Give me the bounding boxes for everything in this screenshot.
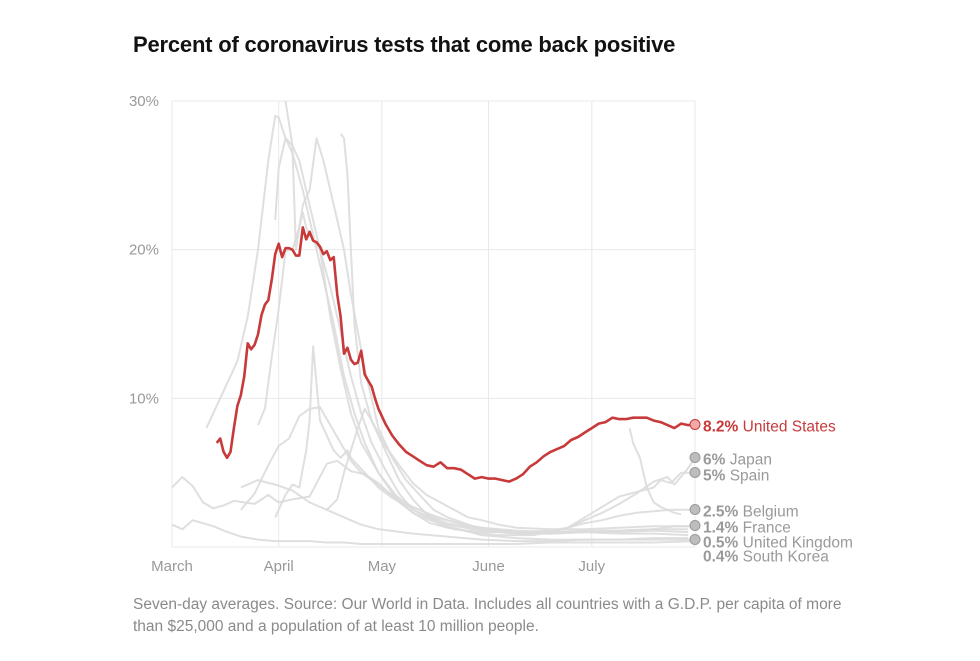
other-country-lines — [171, 100, 696, 545]
end-dot-spain — [689, 467, 701, 478]
x-tick-label: May — [368, 558, 397, 575]
series-line-other-3 — [274, 345, 689, 537]
end-label-value: 5% — [703, 468, 726, 485]
end-label-value: 2.5% — [703, 504, 739, 521]
x-tick-label: April — [264, 558, 294, 575]
end-label-france: 1.4% France — [703, 520, 791, 537]
end-label-japan: 6% Japan — [703, 452, 772, 469]
end-label-spain: 5% Spain — [703, 468, 769, 485]
end-label-country: France — [738, 520, 791, 537]
end-dot-belgium — [689, 504, 701, 515]
end-label-country: South Korea — [738, 549, 829, 566]
series-line-united-kingdom — [274, 137, 695, 541]
series-line-other-4 — [326, 407, 689, 534]
end-label-country: Spain — [725, 468, 769, 485]
end-label-country: United Kingdom — [738, 535, 853, 552]
series-line-japan — [171, 457, 696, 537]
end-label-value: 6% — [703, 452, 726, 469]
chart-title: Percent of coronavirus tests that come b… — [133, 32, 676, 57]
end-label-united-states: 8.2% United States — [703, 419, 836, 436]
y-tick-label: 20% — [129, 242, 159, 259]
grid — [171, 100, 696, 548]
series-line-other-2 — [339, 133, 689, 531]
end-label-country: Japan — [725, 452, 772, 469]
series-line-france — [240, 406, 695, 535]
highlight-line — [215, 226, 695, 483]
series-line-united-states — [215, 226, 695, 483]
end-label-country: Belgium — [738, 504, 798, 521]
x-axis: March April May June July — [151, 558, 605, 575]
x-tick-label: July — [578, 558, 605, 575]
series-line-spain — [257, 211, 695, 535]
end-label-value: 1.4% — [703, 520, 739, 537]
end-dot-united-states — [689, 419, 701, 430]
series-line-belgium — [205, 114, 695, 534]
end-label-value: 0.5% — [703, 535, 739, 552]
end-label-belgium: 2.5% Belgium — [703, 504, 799, 521]
end-label-value: 8.2% — [703, 419, 739, 436]
x-tick-label: June — [472, 558, 505, 575]
end-label-value: 0.4% — [703, 549, 739, 566]
end-dot-japan — [689, 452, 701, 463]
y-tick-label: 10% — [129, 390, 159, 407]
y-axis: 30% 20% 10% — [129, 93, 159, 407]
end-dot-united-kingdom — [689, 534, 701, 545]
series-line-other-5 — [628, 427, 682, 516]
source-note: Seven-day averages. Source: Our World in… — [133, 596, 842, 635]
end-label-south-korea: 0.4% South Korea — [703, 549, 829, 566]
end-label-country: United States — [738, 419, 836, 436]
end-label-united-kingdom: 0.5% United Kingdom — [703, 535, 853, 552]
end-dot-france — [689, 520, 701, 531]
x-tick-label: March — [151, 558, 193, 575]
y-tick-label: 30% — [129, 93, 159, 110]
series-line-south-korea — [171, 519, 696, 545]
